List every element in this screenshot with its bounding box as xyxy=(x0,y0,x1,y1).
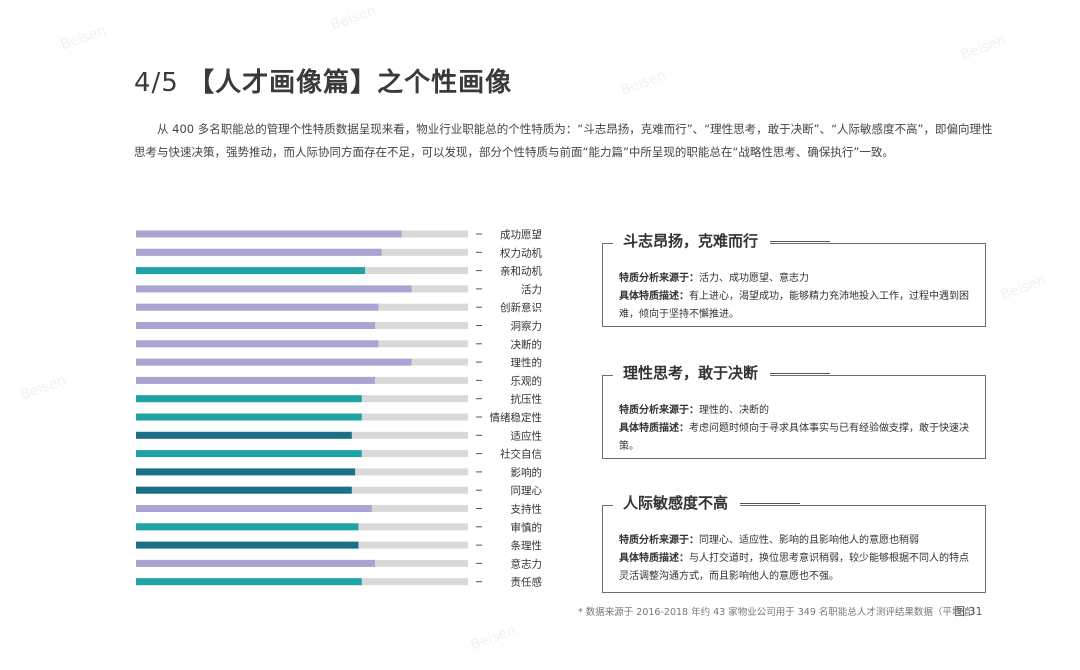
category-label: 创新意识 xyxy=(500,301,542,314)
bar-洞察力 xyxy=(136,322,376,329)
category-label: 同理心 xyxy=(511,485,543,497)
category-label: 决断的 xyxy=(511,338,543,351)
watermark: Beisen xyxy=(328,2,379,34)
desc-label: 具体特质描述： xyxy=(619,553,689,564)
page-number: 4/5 xyxy=(134,68,179,98)
bar-适应性 xyxy=(136,431,352,439)
bar-情绪稳定性 xyxy=(136,413,362,421)
trait-box-body: 特质分析来源于：活力、成功愿望、意志力 具体特质描述：有上进心，渴望成功，能够精… xyxy=(603,244,985,334)
trait-box-body: 特质分析来源于：同理心、适应性、影响的且影响他人的意愿也稍弱 具体特质描述：与人… xyxy=(603,506,985,596)
trait-box-title: 理性思考，敢于决断 xyxy=(613,362,831,383)
watermark: Beisen xyxy=(618,67,669,99)
category-label: 支持性 xyxy=(511,503,543,516)
trait-box-3: 人际敏感度不高 特质分析来源于：同理心、适应性、影响的且影响他人的意愿也稍弱 具… xyxy=(602,492,986,596)
category-label: 活力 xyxy=(521,283,542,296)
source-text: 同理心、适应性、影响的且影响他人的意愿也稍弱 xyxy=(699,535,919,546)
watermark: Beisen xyxy=(958,32,1009,64)
category-label: 成功愿望 xyxy=(500,228,542,241)
source-text: 活力、成功愿望、意志力 xyxy=(699,273,809,284)
source-text: 理性的、决断的 xyxy=(699,405,769,416)
category-label: 理性的 xyxy=(511,356,543,369)
category-label: 乐观的 xyxy=(511,374,543,387)
bar-乐观的 xyxy=(136,376,376,384)
category-label: 适应性 xyxy=(511,429,543,442)
bar-亲和动机 xyxy=(136,267,366,275)
trait-bar-chart: 成功愿望权力动机亲和动机活力创新意识洞察力决断的理性的乐观的抗压性情绪稳定性适应… xyxy=(136,228,543,589)
figure-number: 图 31 xyxy=(954,605,983,618)
trait-box-title: 斗志昂扬，克难而行 xyxy=(613,230,831,251)
category-label: 影响的 xyxy=(511,466,543,479)
trait-box-2: 理性思考，敢于决断 特质分析来源于：理性的、决断的 具体特质描述：考虑问题时倾向… xyxy=(602,362,986,459)
desc-label: 具体特质描述： xyxy=(619,291,689,302)
bar-意志力 xyxy=(136,559,376,567)
bar-责任感 xyxy=(136,578,362,586)
data-source-footnote: * 数据来源于 2016-2018 年约 43 家物业公司用于 349 名职能总… xyxy=(578,607,981,618)
desc-text: 与人打交道时，换位思考意识稍弱，较少能够根据不同人的特点灵活调整沟通方式，而且影… xyxy=(619,553,969,582)
source-label: 特质分析来源于： xyxy=(619,273,699,284)
bar-同理心 xyxy=(136,486,352,494)
desc-text: 有上进心，渴望成功，能够精力充沛地投入工作，过程中遇到困难，倾向于坚持不懈推进。 xyxy=(619,291,969,320)
category-label: 条理性 xyxy=(511,539,543,552)
category-label: 抗压性 xyxy=(511,393,543,406)
trait-box-1: 斗志昂扬，克难而行 特质分析来源于：活力、成功愿望、意志力 具体特质描述：有上进… xyxy=(602,230,986,327)
bar-理性的 xyxy=(136,358,412,366)
watermark: Beisen xyxy=(998,272,1049,304)
bar-创新意识 xyxy=(136,303,379,311)
bar-抗压性 xyxy=(136,395,362,403)
trait-box-title: 人际敏感度不高 xyxy=(613,492,801,513)
intro-paragraph: 从 400 多名职能总的管理个性特质数据呈现来看，物业行业职能总的个性特质为：“… xyxy=(134,122,993,159)
watermark: Beisen xyxy=(18,372,69,404)
desc-text: 考虑问题时倾向于寻求具体事实与已有经验做支撑，敢于快速决策。 xyxy=(619,423,969,452)
page-title: 4/5 【人才画像篇】之个性画像 xyxy=(134,62,512,99)
watermark: Beisen xyxy=(468,622,519,654)
desc-label: 具体特质描述： xyxy=(619,423,689,434)
bar-影响的 xyxy=(136,468,356,476)
bar-审慎的 xyxy=(136,523,359,531)
bar-活力 xyxy=(136,285,412,293)
category-label: 意志力 xyxy=(511,557,543,570)
bar-权力动机 xyxy=(136,248,382,256)
bar-社交自信 xyxy=(136,450,362,458)
category-label: 权力动机 xyxy=(500,246,542,259)
category-label: 社交自信 xyxy=(500,448,542,461)
trait-box-body: 特质分析来源于：理性的、决断的 具体特质描述：考虑问题时倾向于寻求具体事实与已有… xyxy=(603,376,985,466)
bar-成功愿望 xyxy=(136,230,402,238)
category-label: 责任感 xyxy=(511,576,543,589)
source-label: 特质分析来源于： xyxy=(619,405,699,416)
category-label: 审慎的 xyxy=(511,521,543,534)
category-label: 亲和动机 xyxy=(500,265,542,278)
category-label: 洞察力 xyxy=(511,320,543,333)
bar-条理性 xyxy=(136,541,359,549)
category-label: 情绪稳定性 xyxy=(490,411,543,424)
page-heading: 【人才画像篇】之个性画像 xyxy=(188,68,513,98)
bar-决断的 xyxy=(136,340,379,348)
bar-支持性 xyxy=(136,505,372,512)
watermark: Beisen xyxy=(58,22,109,54)
source-label: 特质分析来源于： xyxy=(619,535,699,546)
